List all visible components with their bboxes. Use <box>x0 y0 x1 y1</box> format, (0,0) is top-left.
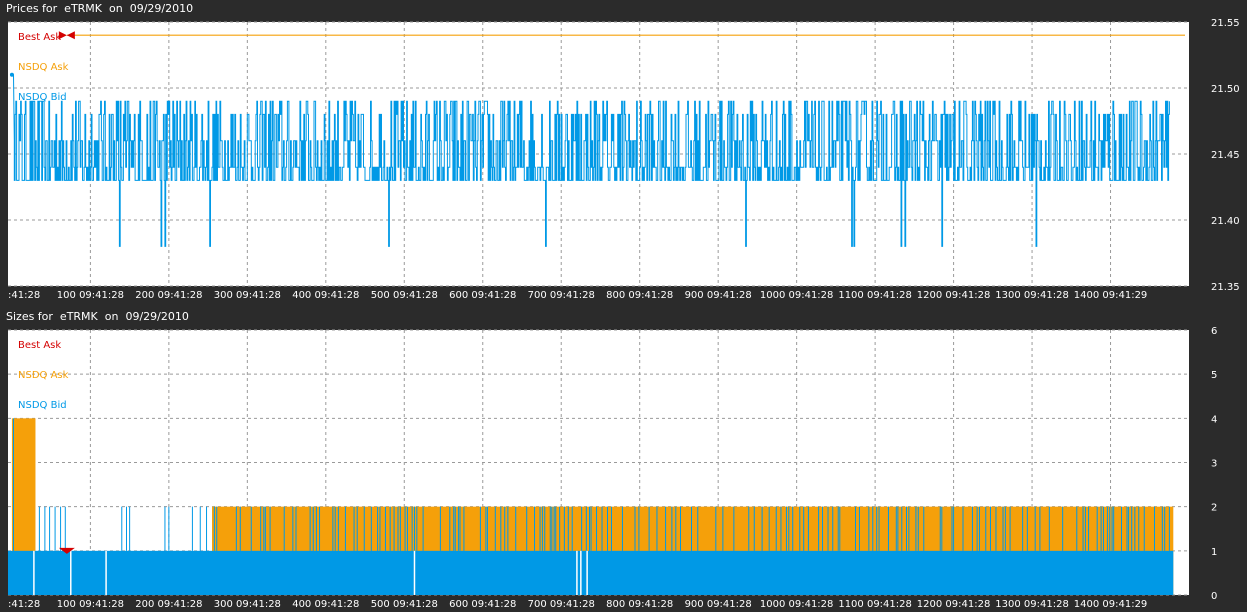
x-tick-label: 700 09:41:28 <box>528 599 595 610</box>
sizes-chart: :41:28 100 09:41:28 200 09:41:28 300 09:41:… <box>8 326 1217 610</box>
prices-panel-title: Prices for eTRMK on 09/29/2010 <box>6 2 194 15</box>
best-ask-marker <box>58 547 75 554</box>
x-tick-label: 500 09:41:28 <box>371 290 438 301</box>
x-tick-label: 600 09:41:28 <box>449 290 516 301</box>
legend-nsdq-bid: NSDQ Bid <box>18 92 67 103</box>
prices-panel: Prices for eTRMK on 09/29/2010 :41:28 100… <box>6 2 1240 301</box>
x-tick-label: 300 09:41:28 <box>214 290 281 301</box>
x-tick-label: 1000 09:41:28 <box>760 599 834 610</box>
x-tick-label: 700 09:41:28 <box>528 290 595 301</box>
nsdq-bid-start-point <box>9 72 14 77</box>
y-tick-label: 1 <box>1211 547 1217 558</box>
y-tick-label: 21.35 <box>1211 282 1240 293</box>
sizes-panel-title: Sizes for eTRMK on 09/29/2010 <box>6 310 189 323</box>
y-tick-label: 4 <box>1211 414 1217 425</box>
sizes-panel: Sizes for eTRMK on 09/29/2010 :41:28 100 … <box>0 308 1247 612</box>
nsdq-bid-line <box>11 74 1170 247</box>
x-tick-label: 200 09:41:28 <box>135 290 202 301</box>
x-tick-label: 400 09:41:28 <box>292 290 359 301</box>
x-tick-label: 900 09:41:28 <box>685 290 752 301</box>
legend-nsdq-bid: NSDQ Bid <box>18 400 67 411</box>
y-tick-label: 0 <box>1211 591 1217 602</box>
x-tick-label: 900 09:41:28 <box>685 599 752 610</box>
x-tick-label: 1100 09:41:28 <box>838 599 912 610</box>
x-tick-label: 600 09:41:28 <box>449 599 516 610</box>
x-tick-label: 1300 09:41:28 <box>995 290 1069 301</box>
x-tick-label: 1000 09:41:28 <box>760 290 834 301</box>
y-tick-label: 21.45 <box>1211 150 1240 161</box>
x-tick-label: 500 09:41:28 <box>371 599 438 610</box>
x-tick-label: 800 09:41:28 <box>606 599 673 610</box>
legend-best-ask: Best Ask <box>18 32 61 43</box>
x-tick-label: 100 09:41:28 <box>57 290 124 301</box>
x-tick-label: 1100 09:41:28 <box>838 290 912 301</box>
y-tick-label: 21.50 <box>1211 84 1240 95</box>
x-tick-label: 1200 09:41:28 <box>917 290 991 301</box>
y-tick-label: 3 <box>1211 459 1217 470</box>
y-tick-label: 21.55 <box>1211 18 1240 29</box>
x-tick-label: 800 09:41:28 <box>606 290 673 301</box>
y-tick-label: 5 <box>1211 370 1217 381</box>
x-tick-label: 1400 09:41:29 <box>1074 599 1148 610</box>
nsdq-bid-area <box>8 550 1174 595</box>
legend-nsdq-ask: NSDQ Ask <box>18 62 69 73</box>
x-tick-label: :41:28 <box>8 599 40 610</box>
y-tick-label: 2 <box>1211 503 1217 514</box>
nsdq-ask-area <box>11 418 36 595</box>
x-tick-label: 1300 09:41:28 <box>995 599 1069 610</box>
x-tick-label: 1200 09:41:28 <box>917 599 991 610</box>
best-ask-marker <box>58 31 75 40</box>
legend-best-ask: Best Ask <box>18 340 61 351</box>
x-tick-label: 300 09:41:28 <box>214 599 281 610</box>
x-tick-label: 1400 09:41:29 <box>1074 290 1148 301</box>
x-tick-label: 200 09:41:28 <box>135 599 202 610</box>
y-tick-label: 6 <box>1211 326 1217 337</box>
y-tick-label: 21.40 <box>1211 216 1240 227</box>
x-tick-label: 100 09:41:28 <box>57 599 124 610</box>
x-tick-label: :41:28 <box>8 290 40 301</box>
prices-chart: :41:28 100 09:41:28 200 09:41:28 300 09:41:… <box>8 18 1240 301</box>
x-tick-label: 400 09:41:28 <box>292 599 359 610</box>
legend-nsdq-ask: NSDQ Ask <box>18 370 69 381</box>
